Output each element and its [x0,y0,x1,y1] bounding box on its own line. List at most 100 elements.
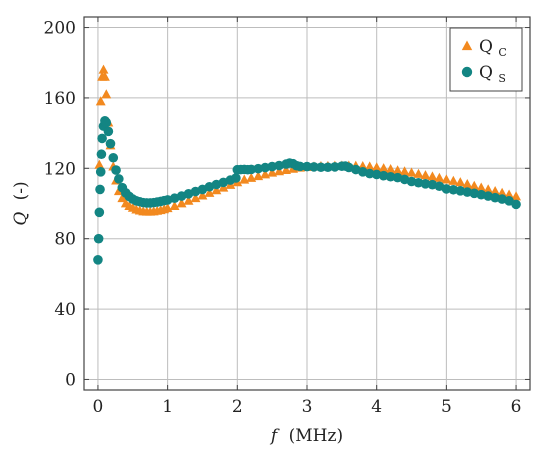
data-point-triangle [420,170,431,180]
data-point-circle [95,184,105,195]
y-tick-label: 0 [65,370,76,390]
data-point-circle [246,164,257,175]
legend-label-qc-main: Q [479,37,493,57]
x-axis-unit: (MHz) [289,426,343,446]
data-point-circle [309,162,319,172]
data-point-triangle [399,166,410,176]
data-point-triangle [406,167,417,177]
data-point-triangle [511,191,522,201]
legend-box [449,27,523,92]
data-point-triangle [176,198,187,208]
data-point-circle [323,162,333,173]
legend-label-qs-sub: S [498,72,506,85]
y-axis-unit: (-) [11,181,31,200]
data-point-circle [295,161,305,172]
data-point-triangle [490,185,501,196]
x-axis-label: f (MHz) [269,426,343,446]
data-point-triangle [476,182,487,192]
data-point-circle [108,152,119,163]
y-tick-label: 160 [44,89,76,109]
data-point-circle [101,117,112,128]
data-point-triangle [117,193,128,203]
data-point-triangle [99,71,110,81]
legend: Q C Q S [449,27,523,92]
data-point-triangle [183,195,194,205]
data-point-circle [441,184,452,194]
data-point-circle [93,233,104,244]
y-axis-ticks: 0 40 80 120 160 200 [44,19,530,390]
data-point-triangle [504,189,515,199]
data-point-triangle [274,166,285,176]
data-point-triangle [95,96,106,106]
y-axis-label: Q (-) [11,181,31,225]
legend-label-qc-sub: C [498,46,506,59]
x-tick-label: 2 [232,397,243,417]
y-tick-label: 200 [44,19,76,39]
data-point-circle [96,149,107,160]
data-point-triangle [483,184,494,194]
x-tick-label: 0 [93,397,104,417]
x-axis-variable: f [269,426,280,446]
x-tick-label: 3 [302,397,313,417]
data-point-circle [111,165,121,175]
x-tick-label: 4 [371,397,382,417]
data-point-triangle [455,177,466,187]
data-point-circle [103,126,114,137]
data-point-triangle [371,162,382,172]
x-axis-ticks: 0 1 2 3 4 5 6 [93,17,522,417]
data-point-triangle [385,163,396,174]
data-point-circle [105,138,116,149]
legend-entry-qs: Q S [461,63,506,85]
data-point-circle [93,255,103,265]
data-point-triangle [281,164,292,174]
data-point-triangle [94,159,105,169]
data-point-triangle [497,187,508,197]
y-tick-label: 80 [54,230,76,250]
y-tick-label: 120 [44,159,76,179]
data-point-triangle [267,167,278,177]
data-point-triangle [364,161,375,171]
data-point-circle [364,168,375,179]
x-tick-label: 5 [441,397,452,417]
data-point-triangle [378,163,389,173]
legend-entry-qc: Q C [461,37,507,59]
y-tick-label: 40 [54,300,76,320]
data-point-circle [330,162,340,172]
data-point-circle [114,174,124,184]
data-point-circle [385,171,396,182]
data-point-circle [97,133,107,144]
data-point-triangle [462,178,473,189]
data-point-circle [511,199,521,210]
x-tick-label: 1 [162,397,173,417]
data-point-circle [94,207,105,218]
data-point-triangle [441,174,452,184]
data-point-triangle [392,165,403,175]
legend-label-qs-main: Q [479,63,493,83]
data-point-triangle [211,185,222,195]
data-point-triangle [197,190,208,200]
data-point-circle [95,167,106,177]
data-point-triangle [469,180,480,190]
y-axis-variable: Q [11,212,31,226]
legend-marker-triangle [461,40,473,51]
data-point-triangle [434,172,445,182]
data-point-circle [302,161,312,172]
data-point-circle [231,173,241,183]
x-tick-label: 6 [511,397,522,417]
data-point-triangle [190,193,201,203]
data-point-circle [316,162,326,173]
data-point-triangle [169,200,180,211]
data-point-triangle [427,171,438,181]
data-point-triangle [413,168,424,178]
data-point-triangle [448,175,459,185]
series-layer [93,64,522,265]
series-qs [93,116,521,265]
legend-label-qc: Q C [479,37,507,59]
data-point-triangle [101,89,112,99]
data-point-circle [420,178,431,189]
data-point-triangle [98,64,109,74]
data-point-triangle [239,174,250,184]
data-point-triangle [204,187,215,197]
